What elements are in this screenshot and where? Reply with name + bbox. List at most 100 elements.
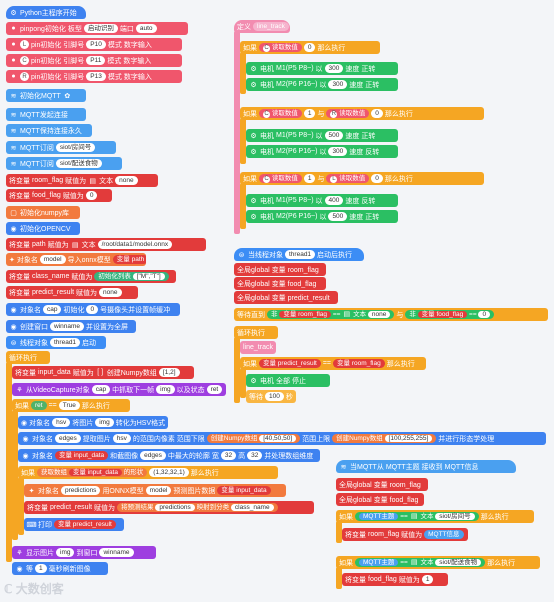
image-input[interactable]: img — [156, 385, 175, 394]
text-input[interactable]: none — [99, 288, 122, 297]
motor-dropdown[interactable]: M1(P5 P8~) — [276, 132, 314, 139]
variable-reporter[interactable]: ret — [31, 401, 47, 410]
action-dropdown[interactable]: 停止 — [292, 377, 306, 385]
speed-input[interactable]: 500 — [324, 131, 344, 140]
direction-dropdown[interactable]: 正转 — [361, 65, 376, 73]
motor-block[interactable]: ⚙ 电机 M1(P5 P8~) 以 400 速度 反转 — [246, 194, 398, 207]
value-input[interactable]: 0 — [371, 174, 383, 183]
numpy-init-block[interactable]: ▢ 初始化numpy库 — [6, 206, 80, 219]
wait-refresh-block[interactable]: ◉ 等 1 毫秒刷新图像 — [12, 562, 108, 575]
shape-input[interactable]: (1,32,32,1) — [149, 468, 189, 477]
if-shape-block[interactable]: 如果 获取数组 变量 input_data 的形状 (1,32,32,1) 那么… — [18, 466, 278, 479]
set-variable-block[interactable]: 将变量 food_flag 赋值为 0 — [6, 189, 112, 202]
set-variable-block[interactable]: 将变量 food_flag 赋值为 1 — [342, 573, 448, 586]
class-input[interactable]: class_name — [230, 504, 274, 511]
mqtt-keepalive-block[interactable]: ≋ MQTT保持连接永久 — [6, 124, 92, 137]
number-input[interactable]: 1 — [35, 564, 47, 573]
global-block[interactable]: 全局global 变量 room_flag — [234, 263, 326, 276]
variable-dropdown[interactable]: path — [32, 241, 46, 248]
mqtt-init-block[interactable]: ≋ 初始化MQTT ✿ — [6, 89, 86, 102]
variable-reporter[interactable]: 变量 predict_result — [54, 520, 116, 529]
contour-crop-block[interactable]: ◉ 对象名 变量 input_data 和截图像 edges 中最大的轮廓 宽 … — [18, 449, 320, 462]
function-name-input[interactable]: line_track — [253, 22, 289, 31]
speed-input[interactable]: 300 — [328, 80, 348, 89]
direction-dropdown[interactable]: 正转 — [361, 132, 376, 140]
array-input[interactable]: [1,2] — [158, 368, 180, 377]
window-name-input[interactable]: winname — [50, 322, 85, 331]
motor-dropdown[interactable]: M1(P5 P8~) — [276, 65, 314, 72]
seconds-input[interactable]: 100 — [265, 392, 284, 401]
direction-dropdown[interactable]: 正转 — [365, 81, 380, 89]
set-variable-block[interactable]: 将变量 room_flag 赋值为 ▤ 文本 none — [6, 174, 158, 187]
message-reporter[interactable]: MQTT信息 — [424, 530, 464, 539]
status-input[interactable]: ret — [206, 385, 223, 394]
read-pin-reporter[interactable]: C 读取数值 — [259, 109, 302, 118]
direction-dropdown[interactable]: 反转 — [365, 148, 380, 156]
mqtt-subscribe-block[interactable]: ≋ MQTT订阅 siot/房间号 — [6, 141, 116, 154]
if-block[interactable]: 如果 MQTT主题 == ▤ 文本 siot/配送食物 那么执行 — [336, 556, 540, 569]
topic-reporter[interactable]: MQTT主题 — [359, 559, 399, 566]
videocapture-read-block[interactable]: ⚘ 从VideoCapture对象 cap 中抓取下一帧 img 以及状态 re… — [12, 383, 226, 396]
hsv-convert-block[interactable]: ◉ 对象名 hsv 将图片 img 转化为HSV格式 — [18, 416, 168, 429]
motor-dropdown[interactable]: M2(P6 P16~) — [276, 81, 318, 88]
motor-dropdown[interactable]: 全部 — [276, 377, 290, 385]
mqtt-connect-block[interactable]: ≋ MQTT发起连接 — [6, 108, 86, 121]
value-input[interactable]: 0 — [303, 43, 316, 52]
condition-reporter[interactable]: MQTT主题 == ▤ 文本 siot/房间号 — [355, 512, 479, 521]
variable-dropdown[interactable]: food_flag — [32, 192, 61, 199]
value-input[interactable]: 0 — [371, 109, 383, 118]
create-window-block[interactable]: ◉ 创建窗口 winname 并设置为全屏 — [6, 320, 136, 333]
image-input[interactable]: edges — [140, 451, 166, 460]
variable-dropdown[interactable]: room_flag — [32, 177, 64, 184]
if-block[interactable]: 如果 MQTT主题 == ▤ 文本 siot/房间号 那么执行 — [336, 510, 534, 523]
variable-dropdown[interactable]: 变量 food_flag — [373, 496, 419, 504]
thread-input[interactable]: thread1 — [50, 338, 81, 347]
variable-dropdown[interactable]: class_name — [32, 273, 70, 280]
set-variable-block[interactable]: 将变量 predict_result 赋值为 none — [6, 286, 138, 299]
condition-reporter[interactable]: 非 变量 food_flag == 0 — [405, 310, 495, 319]
read-pin-reporter[interactable]: L 读取数值 — [326, 174, 370, 183]
motor-block[interactable]: ⚙ 电机 M2(P6 P16~) 以 300 速度 正转 — [246, 78, 398, 91]
list-init-reporter[interactable]: 初始化列表 ["M","T"] — [94, 272, 169, 281]
variable-reporter[interactable]: 变量 input_data — [68, 469, 122, 476]
motor-stop-block[interactable]: ⚙ 电机 全部 停止 — [246, 374, 330, 387]
thread-input[interactable]: thread1 — [285, 250, 316, 259]
array-input[interactable]: [40,50,50] — [259, 435, 297, 442]
number-input[interactable]: 0 — [85, 191, 98, 200]
array-input[interactable]: [100,255,255] — [384, 435, 433, 442]
wait-until-block[interactable]: 等待直到 非 变量 room_flag == ▤ 文本 none 与 非 变量 … — [234, 308, 548, 321]
speed-input[interactable]: 500 — [328, 212, 348, 221]
text-input[interactable]: /root/data1/model.onnx — [97, 240, 173, 249]
pin-init-block-l[interactable]: ● L pin初始化 引脚号 P10 模式 数字输入 — [6, 38, 182, 51]
numpy-array-reporter[interactable]: 创建Numpy数组 [40,50,50] — [206, 434, 301, 443]
variable-dropdown[interactable]: predict_result — [50, 504, 93, 511]
if-block[interactable]: 如果 ret == True 那么执行 — [12, 399, 130, 412]
numpy-array-reporter[interactable]: 创建Numpy数组 [100,255,255] — [332, 434, 437, 443]
image-input[interactable]: img — [95, 418, 114, 427]
condition-reporter[interactable]: 非 变量 room_flag == ▤ 文本 none — [267, 310, 395, 319]
map-result-reporter[interactable]: 将预测结果 predictions 映射到分类 class_name — [117, 503, 278, 512]
value-input[interactable]: 1 — [303, 174, 316, 183]
set-variable-block[interactable]: 将变量 path 赋值为 ▤ 文本 /root/data1/model.onnx — [6, 238, 206, 251]
height-input[interactable]: 32 — [247, 451, 263, 460]
speed-input[interactable]: 300 — [328, 147, 348, 156]
global-block[interactable]: 全局global 变量 food_flag — [336, 493, 424, 506]
motor-block[interactable]: ⚙ 电机 M2(P6 P16~) 以 500 速度 正转 — [246, 210, 398, 223]
object-input[interactable]: model — [39, 255, 66, 264]
camera-init-block[interactable]: ◉ 对象名 cap 初始化 0 号摄像头并设置帧缓冲 — [6, 303, 180, 316]
object-input[interactable]: predictions — [61, 486, 101, 495]
image-input[interactable]: img — [56, 548, 75, 557]
motor-block[interactable]: ⚙ 电机 M1(P5 P8~) 以 300 速度 正转 — [246, 62, 398, 75]
topic-input[interactable]: siot/房间号 — [55, 143, 96, 152]
opencv-init-block[interactable]: ◉ 初始化OPENCV — [6, 222, 80, 235]
wait-seconds-block[interactable]: 等待 100 秒 — [246, 390, 296, 403]
variable-dropdown[interactable]: 变量 food_flag — [271, 280, 317, 288]
thread-start-hat[interactable]: ⊜ 当线程对象 thread1 启动后执行 — [234, 248, 364, 261]
board-dropdown[interactable]: 启动识别 — [83, 24, 118, 33]
mode-dropdown[interactable]: 数字输入 — [123, 41, 152, 49]
set-variable-block[interactable]: 将变量 predict_result 赋值为 将预测结果 predictions… — [24, 501, 314, 514]
width-input[interactable]: 32 — [220, 451, 237, 460]
text-input[interactable]: siot/房间号 — [435, 513, 475, 520]
if-block[interactable]: 如果 C 读取数值 1 与 R 读取数值 0 那么执行 — [240, 107, 484, 120]
forever-loop-block[interactable]: 循环执行 — [6, 351, 50, 364]
